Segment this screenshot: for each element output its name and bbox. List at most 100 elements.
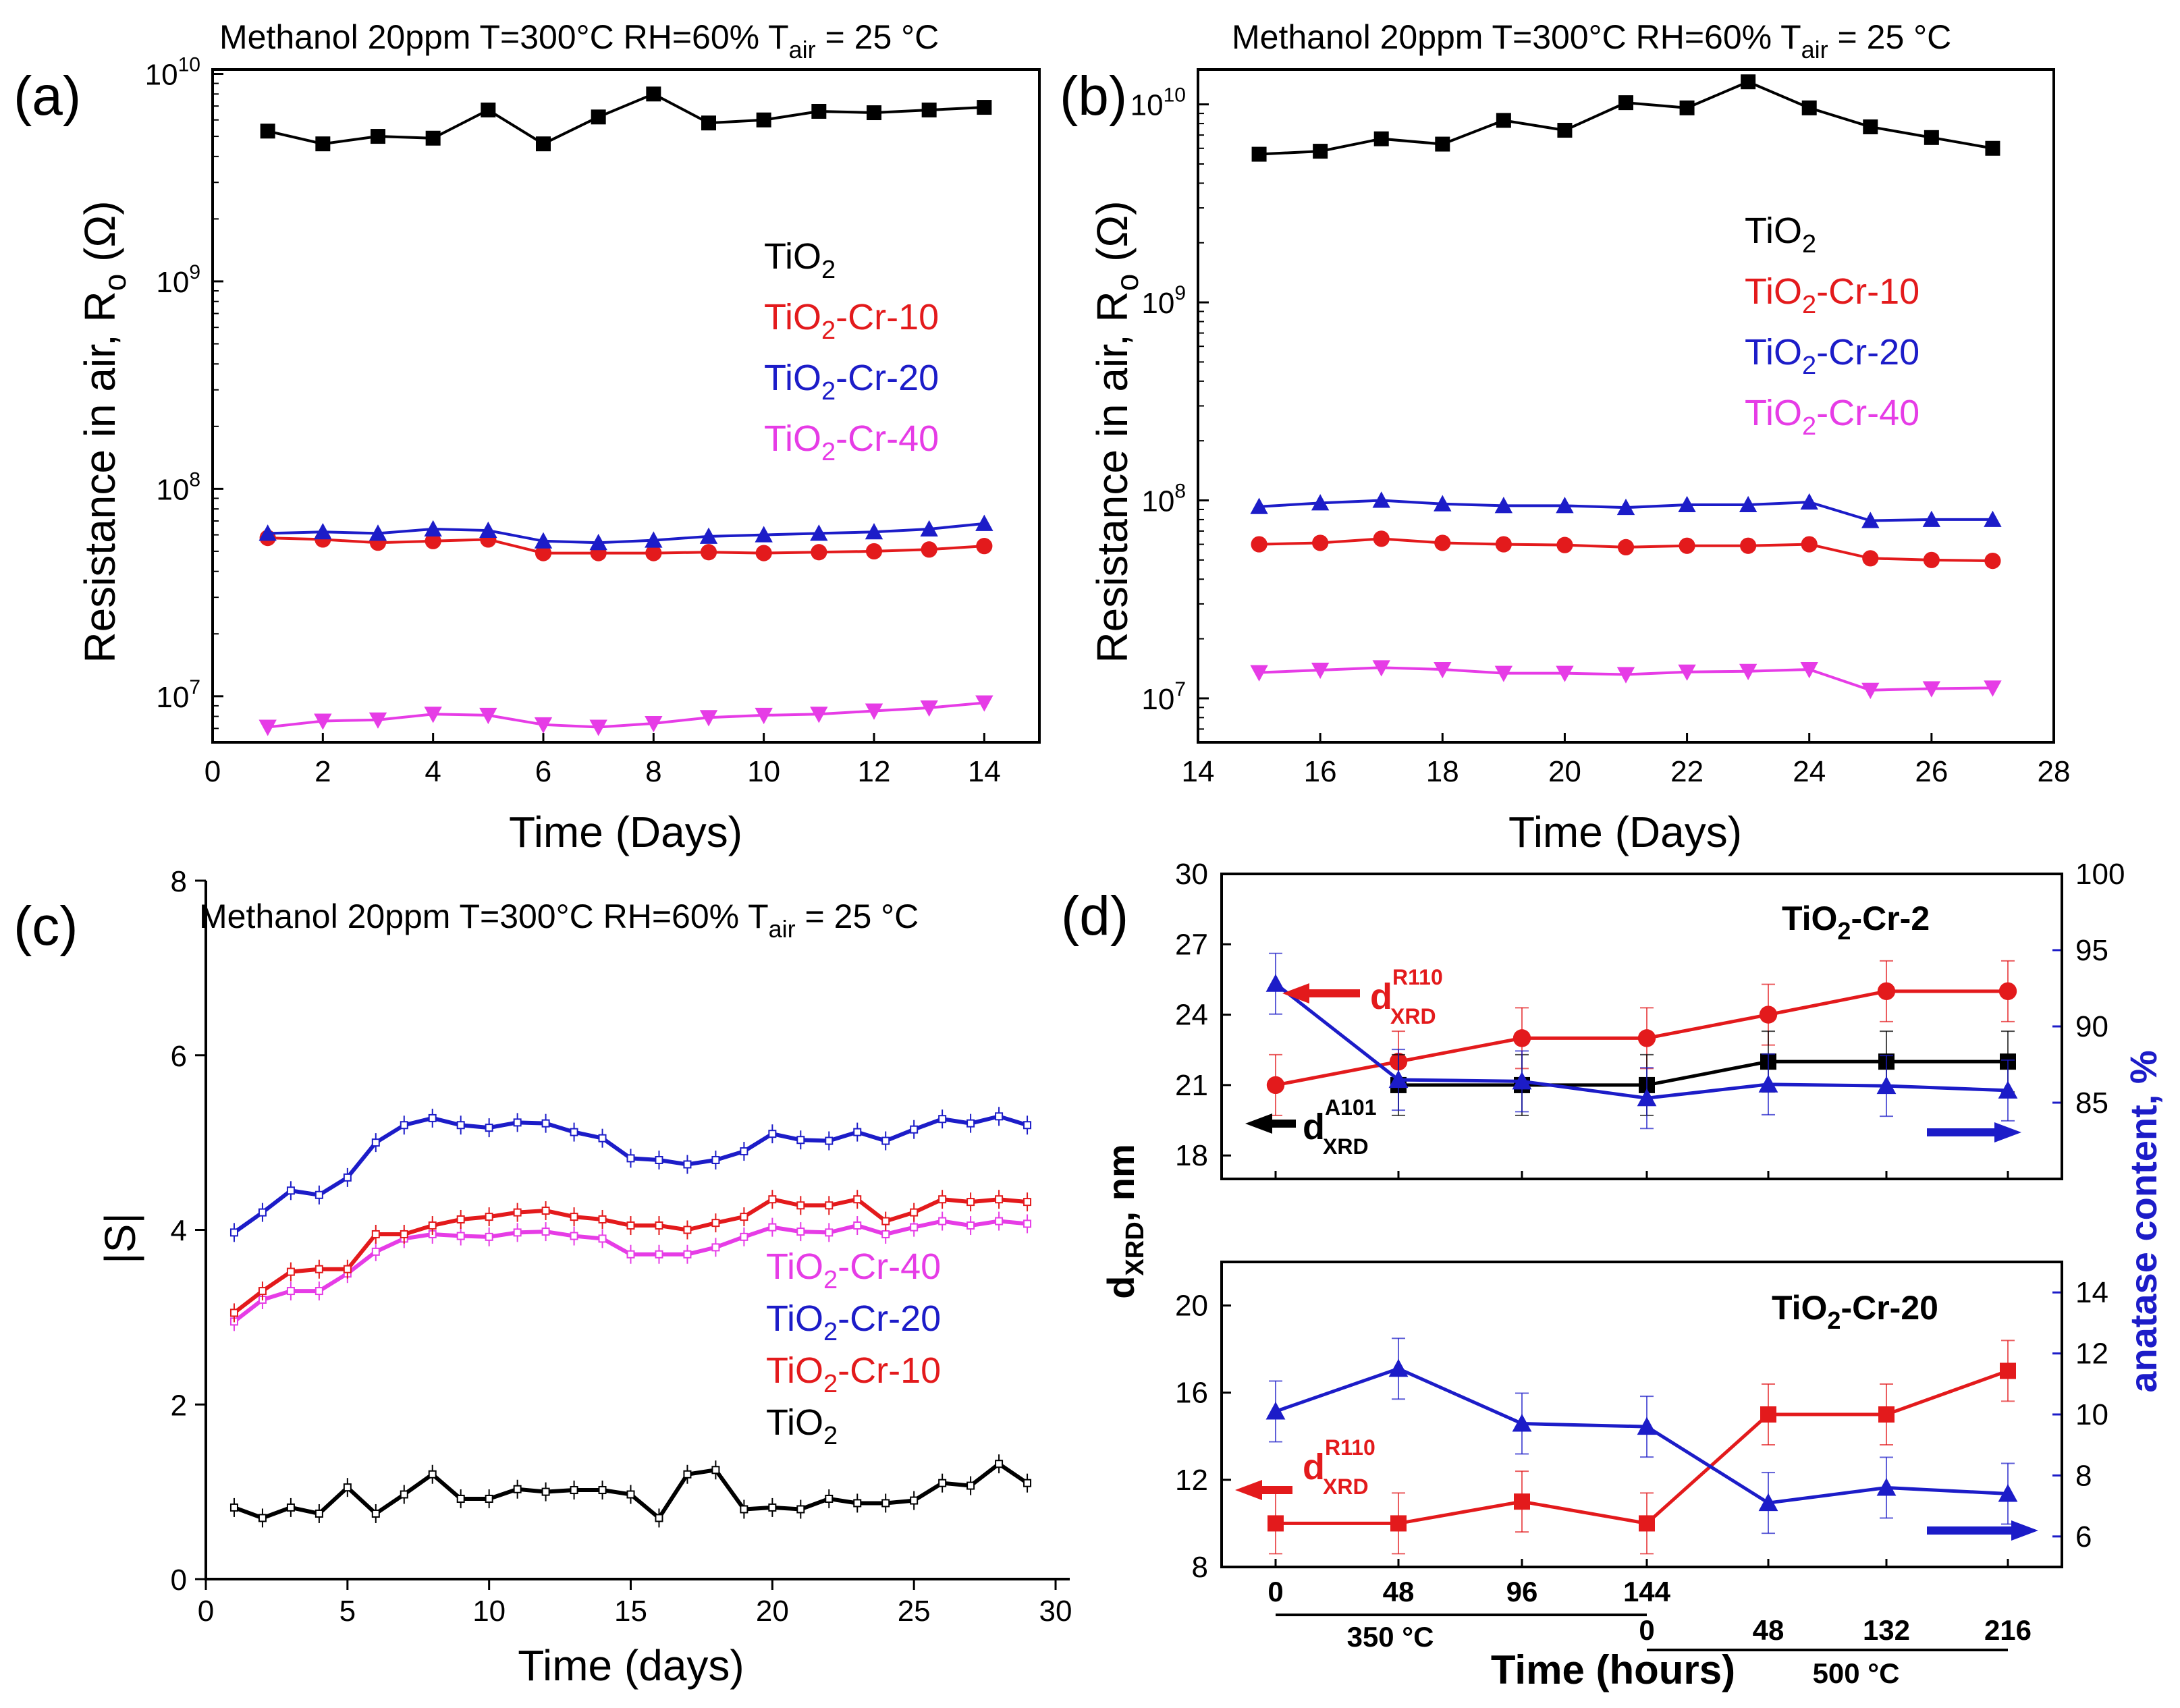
data-point bbox=[371, 1230, 380, 1238]
data-point bbox=[598, 1215, 607, 1223]
data-point bbox=[740, 1232, 748, 1241]
y-tick-label: 4 bbox=[171, 1215, 187, 1248]
data-point bbox=[825, 1136, 834, 1145]
data-point bbox=[881, 1136, 890, 1145]
panel-d-top-frame bbox=[1220, 873, 2063, 1180]
data-point bbox=[369, 712, 387, 729]
x-tick-label: 96 bbox=[1506, 1576, 1538, 1607]
data-point bbox=[570, 1213, 578, 1221]
data-point bbox=[1312, 534, 1329, 551]
data-point bbox=[1922, 681, 1941, 698]
data-point bbox=[853, 1499, 862, 1508]
panel-b: (b) Methanol 20ppm T=300°C RH=60% Tair =… bbox=[1060, 18, 2070, 856]
data-point bbox=[910, 1208, 919, 1217]
data-point bbox=[1760, 1406, 1776, 1423]
series-line-TiO2-Cr-10 bbox=[267, 536, 985, 555]
data-point bbox=[796, 1136, 805, 1145]
y-right-tick-label: 14 bbox=[2075, 1276, 2108, 1309]
data-point bbox=[258, 1514, 267, 1522]
data-point bbox=[1637, 1416, 1657, 1435]
data-point bbox=[995, 1460, 1004, 1468]
data-point bbox=[424, 707, 442, 723]
data-point bbox=[1618, 95, 1633, 111]
data-point bbox=[811, 103, 827, 119]
data-point bbox=[865, 543, 883, 560]
data-point bbox=[315, 1509, 323, 1518]
data-point bbox=[977, 100, 992, 115]
data-point bbox=[1924, 130, 1939, 145]
data-point bbox=[683, 1160, 692, 1169]
left-arrow-icon bbox=[1282, 983, 1360, 1003]
data-point bbox=[1372, 660, 1390, 677]
panel-c-legend-cr20: TiO2-Cr-20 bbox=[766, 1298, 941, 1346]
y-right-tick-label: 85 bbox=[2075, 1086, 2108, 1120]
panel-a-legend-tio2: TiO2 bbox=[764, 236, 836, 284]
data-point bbox=[995, 1112, 1004, 1121]
data-point bbox=[655, 1221, 663, 1230]
data-point bbox=[570, 1232, 578, 1240]
x-tick-label: 0 bbox=[1268, 1576, 1283, 1607]
data-point bbox=[258, 1287, 267, 1296]
data-point bbox=[343, 1173, 352, 1182]
data-point bbox=[1514, 1493, 1530, 1510]
data-point bbox=[479, 521, 497, 539]
data-point bbox=[920, 700, 938, 717]
y-tick-label: 107 bbox=[156, 676, 200, 714]
data-point bbox=[589, 719, 607, 736]
data-point bbox=[966, 1481, 975, 1490]
y-tick-label: 107 bbox=[1141, 678, 1186, 716]
data-point bbox=[2000, 1362, 2016, 1379]
panel-c-legend-cr40: TiO2-Cr-40 bbox=[766, 1246, 941, 1294]
data-point bbox=[1512, 1071, 1532, 1090]
data-point bbox=[286, 1186, 295, 1195]
data-point bbox=[1616, 667, 1635, 684]
data-point bbox=[865, 703, 883, 720]
panel-label-d: (d) bbox=[1061, 885, 1128, 947]
y-tick-label: 108 bbox=[1141, 480, 1186, 518]
data-point bbox=[371, 1138, 380, 1147]
data-point bbox=[700, 544, 717, 561]
panel-d-right-axis-title: anatase content, % bbox=[2122, 1050, 2164, 1392]
panel-b-legend-cr10: TiO2-Cr-10 bbox=[1745, 271, 1919, 319]
data-point bbox=[1637, 1088, 1657, 1107]
right-arrow-icon bbox=[1927, 1122, 2021, 1142]
data-point bbox=[1556, 497, 1574, 514]
data-point bbox=[1923, 551, 1940, 568]
data-point bbox=[513, 1118, 522, 1127]
data-point bbox=[768, 1130, 777, 1138]
panel-c-plot-area: 0 5 10 15 20 25 30 0 2 4 6 8 bbox=[171, 865, 1072, 1628]
y-tick-label: 109 bbox=[1141, 282, 1186, 320]
panel-c-legend-cr10: TiO2-Cr-10 bbox=[766, 1350, 941, 1398]
data-point bbox=[976, 538, 993, 555]
data-point bbox=[645, 545, 662, 561]
data-point bbox=[541, 1487, 550, 1496]
data-point bbox=[485, 1124, 493, 1132]
left-arrow-icon bbox=[1245, 1113, 1296, 1134]
data-point bbox=[867, 105, 881, 121]
data-point bbox=[683, 1250, 692, 1259]
data-point bbox=[425, 532, 441, 549]
data-point bbox=[938, 1217, 947, 1225]
panel-a-plot-area: 0 2 4 6 8 10 12 14 107 108 109 1010 bbox=[145, 54, 1001, 788]
panel-b-legend: TiO2 TiO2-Cr-10 TiO2-Cr-20 TiO2-Cr-40 bbox=[1745, 211, 1919, 441]
panel-d-x-axis-title: Time (hours) bbox=[1491, 1647, 1735, 1692]
y-left-tick-label: 20 bbox=[1175, 1290, 1208, 1323]
x-tick-label: 10 bbox=[472, 1595, 506, 1628]
left-arrow-icon bbox=[1235, 1480, 1292, 1500]
data-point bbox=[1557, 123, 1573, 138]
data-point bbox=[645, 715, 663, 733]
x-tick-label: 5 bbox=[339, 1595, 356, 1628]
x-tick-label: 10 bbox=[747, 755, 780, 788]
data-point bbox=[1739, 495, 1757, 513]
x-tick-label: 48 bbox=[1753, 1614, 1784, 1646]
data-point bbox=[1758, 1074, 1778, 1093]
data-point bbox=[400, 1121, 408, 1130]
data-point bbox=[711, 1156, 720, 1164]
data-point bbox=[1390, 1515, 1407, 1532]
data-point bbox=[598, 1234, 607, 1243]
data-point bbox=[881, 1499, 890, 1508]
data-point bbox=[1863, 119, 1878, 134]
data-point bbox=[853, 1221, 862, 1230]
data-point bbox=[699, 527, 718, 544]
panel-d-top-a101-label: dA101 XRD bbox=[1303, 1095, 1377, 1159]
